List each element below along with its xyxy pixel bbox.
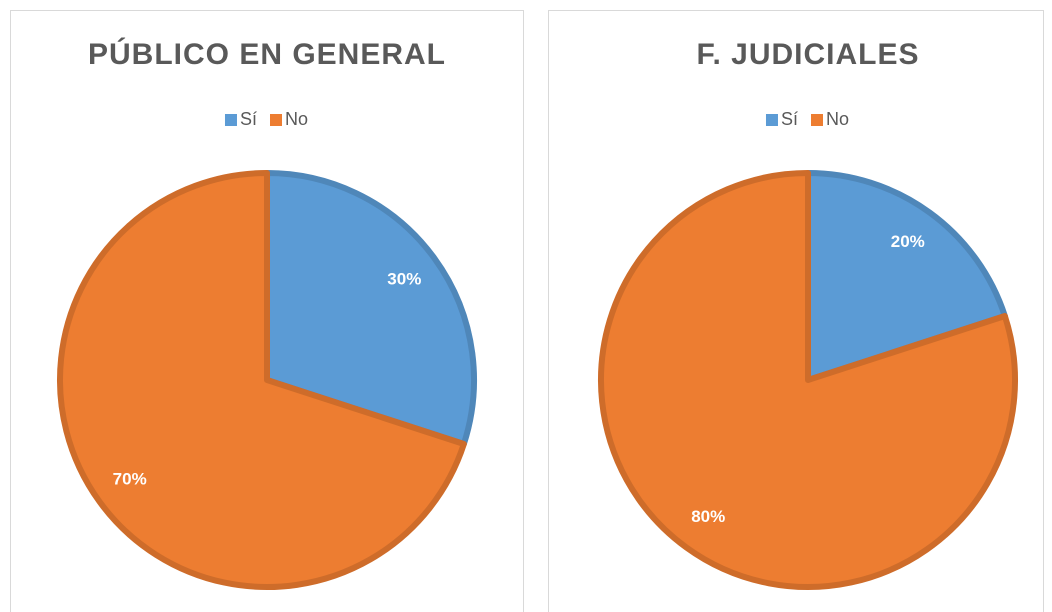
pie-slice — [57, 170, 467, 590]
pie-slice-edge — [598, 170, 1018, 590]
data-label: 70% — [113, 469, 147, 488]
pie-slice — [264, 170, 477, 447]
chart-title: PÚBLICO EN GENERAL — [88, 37, 446, 71]
legend-label: Sí — [240, 109, 257, 129]
legend-label: Sí — [781, 109, 798, 129]
legend-swatch — [224, 114, 237, 126]
legend-swatch — [765, 114, 778, 126]
data-label: 80% — [691, 507, 725, 526]
data-label: 30% — [387, 270, 421, 289]
legend-label: No — [285, 109, 308, 129]
chart-title: F. JUDICIALES — [696, 38, 919, 71]
pie-slice — [805, 170, 1008, 383]
pie-slice-edge — [805, 170, 1008, 383]
data-label: 20% — [891, 232, 925, 251]
legend-label: No — [826, 109, 849, 129]
legend-swatch — [811, 114, 823, 126]
legend-swatch — [270, 114, 282, 126]
pie-slice — [598, 170, 1018, 590]
pie-slice-edge — [57, 170, 467, 590]
pie-slice-edge — [264, 170, 477, 447]
